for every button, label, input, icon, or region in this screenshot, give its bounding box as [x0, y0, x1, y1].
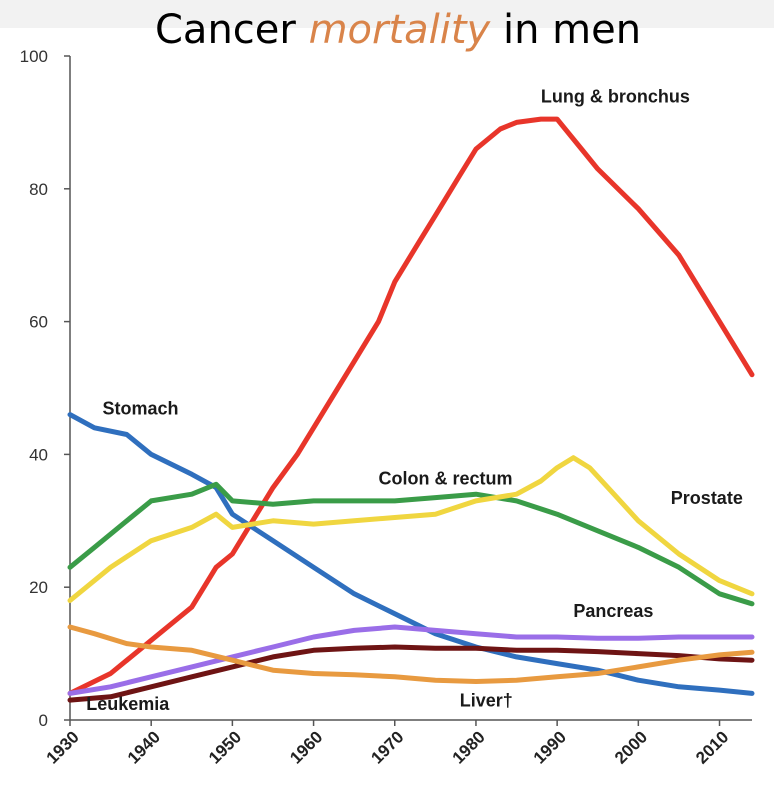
series-label-liver: Liver†: [460, 691, 513, 711]
series-line-pancreas: [67, 624, 755, 696]
title-part-2: in men: [502, 7, 642, 53]
x-tick-label: 1990: [530, 727, 570, 767]
x-tick-label: 1940: [124, 727, 164, 767]
series-label-leukemia: Leukemia: [86, 694, 170, 714]
y-tick-label: 20: [29, 578, 48, 597]
x-tick-label: 1980: [449, 727, 489, 767]
series-line-prostate: [67, 455, 755, 603]
y-tick-label: 40: [29, 445, 48, 464]
series-line-stomach: [67, 412, 755, 696]
y-tick-label: 100: [20, 47, 48, 66]
y-tick-label: 80: [29, 180, 48, 199]
series-line-leukemia: [67, 644, 755, 703]
y-tick-label: 60: [29, 313, 48, 332]
series-label-stomach: Stomach: [102, 399, 178, 419]
title-part-1: Cancer: [155, 7, 296, 53]
series-label-pancreas: Pancreas: [573, 601, 653, 621]
chart-title: Cancer mortality in men: [0, 2, 774, 58]
chart-labels: Lung & bronchus Stomach Colon & rectum Pros…: [86, 86, 743, 714]
x-tick-label: 1960: [286, 727, 326, 767]
x-tick-label: 2000: [611, 727, 651, 767]
chart-series: [67, 116, 755, 703]
series-line-colon-rectum: [67, 481, 755, 607]
title-accent: mortality: [308, 7, 491, 53]
y-tick-label: 0: [39, 711, 48, 730]
series-label-prostate: Prostate: [671, 488, 743, 508]
series-line-lung-bronchus: [67, 116, 755, 696]
series-label-lung-bronchus: Lung & bronchus: [541, 86, 690, 106]
x-tick-label: 1950: [205, 727, 245, 767]
x-tick-label: 1970: [367, 727, 407, 767]
title-band: [0, 0, 774, 28]
x-tick-label: 1930: [43, 727, 83, 767]
x-tick-label: 2010: [692, 727, 732, 767]
series-label-colon-rectum: Colon & rectum: [379, 468, 513, 488]
series-line-liver: [67, 624, 755, 684]
